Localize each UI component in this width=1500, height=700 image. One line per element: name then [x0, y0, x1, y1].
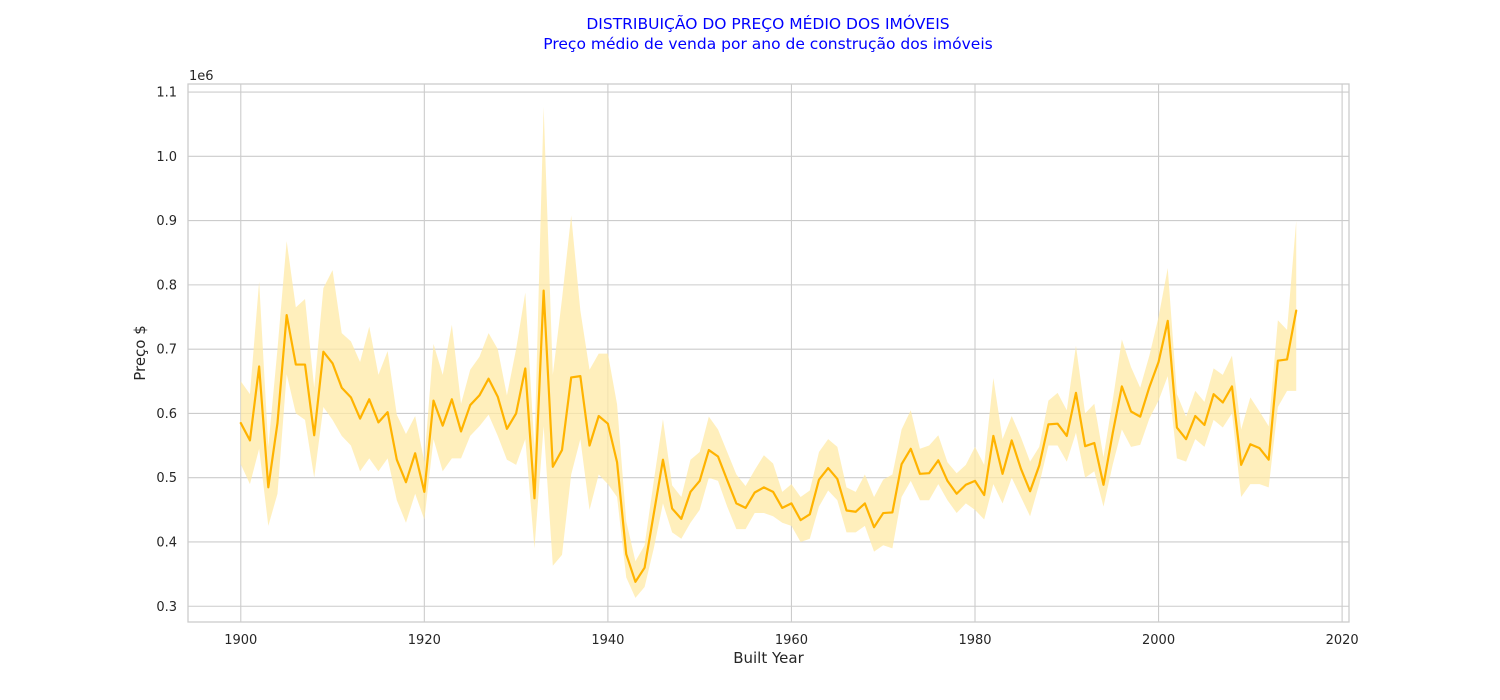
y-tick-label: 0.9 [156, 214, 177, 229]
y-tick-label: 1.1 [156, 86, 177, 101]
y-tick-label: 0.4 [156, 535, 177, 550]
x-tick-labels: 1900 1920 1940 1960 1980 2000 2020 [224, 633, 1358, 648]
x-tick-label: 1900 [224, 633, 257, 648]
x-tick-label: 1940 [591, 633, 624, 648]
x-tick-label: 1920 [408, 633, 441, 648]
y-tick-label: 0.5 [156, 471, 177, 486]
x-axis-title: Built Year [733, 649, 804, 667]
chart-subtitle: Preço médio de venda por ano de construç… [543, 35, 992, 53]
mean-price-line [239, 289, 1298, 583]
price-line [239, 289, 1298, 583]
chart-title: DISTRIBUIÇÃO DO PREÇO MÉDIO DOS IMÓVEIS [586, 14, 949, 33]
y-tick-label: 0.3 [156, 600, 177, 615]
y-tick-label: 0.8 [156, 278, 177, 293]
y-tick-labels: 0.3 0.4 0.5 0.6 0.7 0.8 0.9 1.0 1.1 [156, 86, 177, 615]
ci-band [240, 106, 1297, 598]
y-tick-label: 0.7 [156, 343, 177, 358]
y-tick-label: 0.6 [156, 407, 177, 422]
plot-frame [187, 83, 1350, 623]
x-tick-label: 2020 [1326, 633, 1359, 648]
confidence-band [240, 106, 1297, 598]
x-tick-label: 1980 [958, 633, 991, 648]
y-tick-label: 1.0 [156, 150, 177, 165]
x-tick-label: 1960 [775, 633, 808, 648]
y-scale-label: 1e6 [189, 69, 214, 84]
y-axis-title: Preço $ [131, 325, 149, 381]
x-tick-label: 2000 [1142, 633, 1175, 648]
gridlines [188, 84, 1349, 622]
